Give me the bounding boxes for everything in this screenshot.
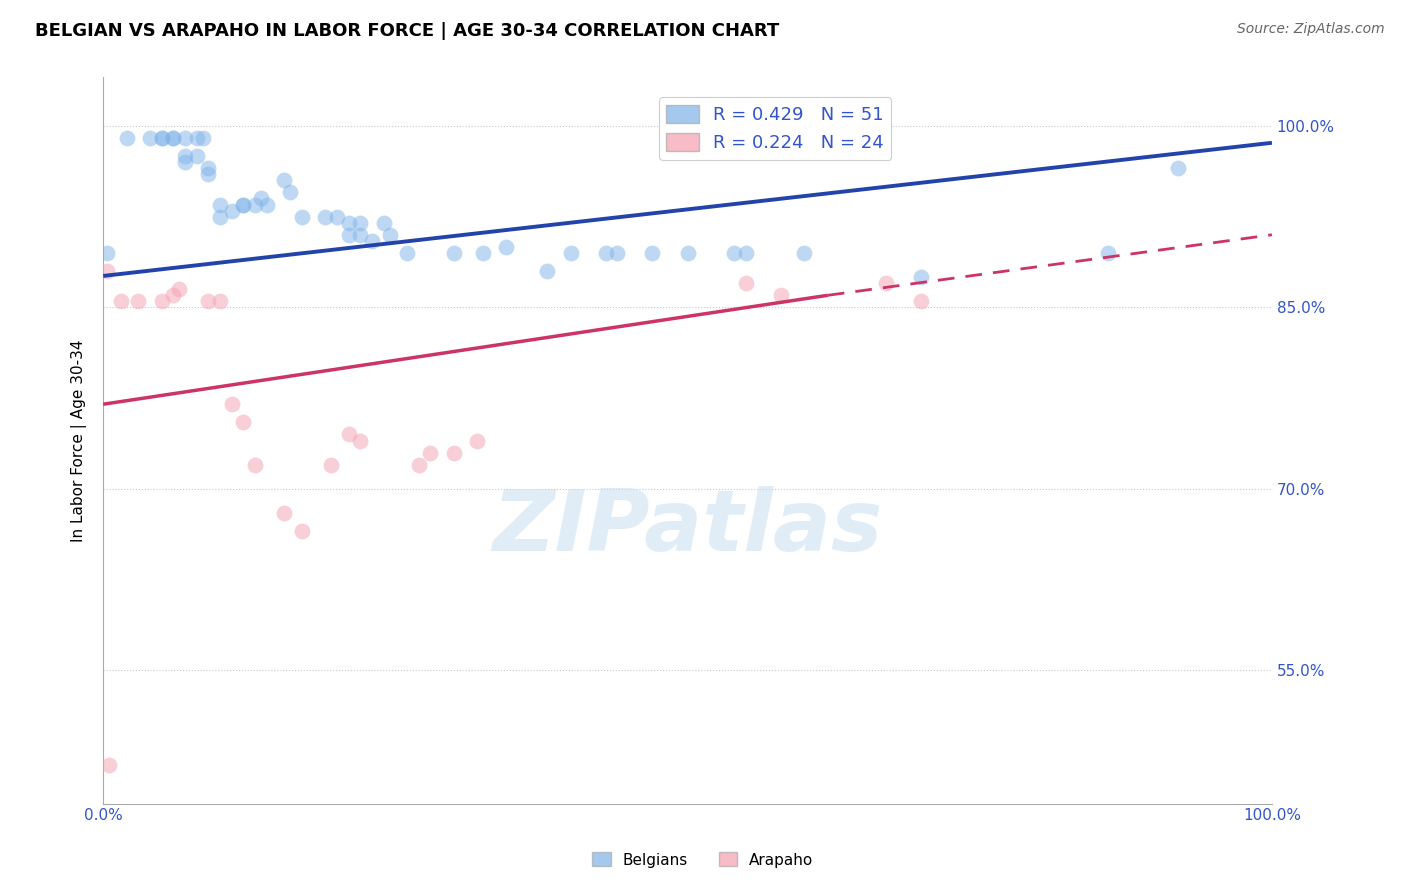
Point (209, 210, 232, 224)
Text: Source: ZipAtlas.com: Source: ZipAtlas.com (1237, 22, 1385, 37)
Point (349, 434, 371, 448)
Point (735, 276, 758, 290)
Legend: Belgians, Arapaho: Belgians, Arapaho (586, 847, 820, 873)
Point (326, 210, 349, 224)
Point (127, 294, 149, 309)
Point (337, 227, 360, 242)
Point (1097, 246, 1119, 260)
Point (209, 197, 232, 211)
Point (723, 246, 745, 260)
Point (676, 246, 699, 260)
Point (243, 458, 266, 472)
Point (595, 246, 617, 260)
Point (191, 131, 214, 145)
Point (465, 434, 488, 448)
Point (314, 210, 336, 224)
Point (443, 246, 465, 260)
Point (408, 458, 430, 472)
Point (291, 210, 314, 224)
Point (221, 397, 243, 411)
Point (278, 186, 301, 200)
Point (186, 131, 208, 145)
Point (536, 264, 558, 278)
Point (349, 227, 371, 242)
Point (150, 131, 173, 145)
Point (337, 427, 360, 442)
Point (910, 294, 932, 309)
Point (495, 240, 517, 254)
Point (150, 131, 173, 145)
Point (641, 246, 664, 260)
Point (174, 155, 197, 169)
Point (96, 264, 118, 278)
Point (167, 282, 190, 296)
Point (396, 246, 419, 260)
Point (110, 294, 132, 309)
Point (443, 445, 465, 459)
Point (378, 227, 401, 242)
Point (174, 131, 197, 145)
Point (472, 246, 495, 260)
Point (1167, 161, 1189, 176)
Point (162, 131, 184, 145)
Point (139, 131, 162, 145)
Point (162, 131, 184, 145)
Point (98, 757, 121, 772)
Text: ZIPatlas: ZIPatlas (492, 486, 883, 569)
Point (221, 203, 243, 218)
Point (197, 161, 219, 176)
Point (910, 270, 932, 285)
Point (150, 294, 173, 309)
Point (606, 246, 628, 260)
Point (232, 197, 254, 211)
Point (256, 197, 278, 211)
Point (209, 294, 232, 309)
Point (186, 149, 208, 163)
Point (875, 276, 897, 290)
Point (793, 246, 815, 260)
Point (291, 524, 314, 539)
Point (419, 445, 441, 459)
Point (273, 506, 295, 520)
Point (243, 197, 266, 211)
Point (349, 216, 371, 230)
Point (273, 173, 295, 187)
Text: BELGIAN VS ARAPAHO IN LABOR FORCE | AGE 30-34 CORRELATION CHART: BELGIAN VS ARAPAHO IN LABOR FORCE | AGE … (35, 22, 779, 40)
Point (319, 458, 342, 472)
Legend: R = 0.429   N = 51, R = 0.224   N = 24: R = 0.429 N = 51, R = 0.224 N = 24 (659, 97, 891, 160)
Y-axis label: In Labor Force | Age 30-34: In Labor Force | Age 30-34 (72, 339, 87, 541)
Point (560, 246, 582, 260)
Point (361, 234, 384, 248)
Point (232, 416, 254, 430)
Point (162, 288, 184, 302)
Point (197, 167, 219, 181)
Point (96, 246, 118, 260)
Point (373, 216, 395, 230)
Point (735, 246, 758, 260)
Point (770, 288, 793, 302)
Point (337, 216, 360, 230)
Point (250, 191, 273, 205)
Point (174, 149, 197, 163)
Point (232, 197, 254, 211)
Point (115, 131, 138, 145)
Point (197, 294, 219, 309)
